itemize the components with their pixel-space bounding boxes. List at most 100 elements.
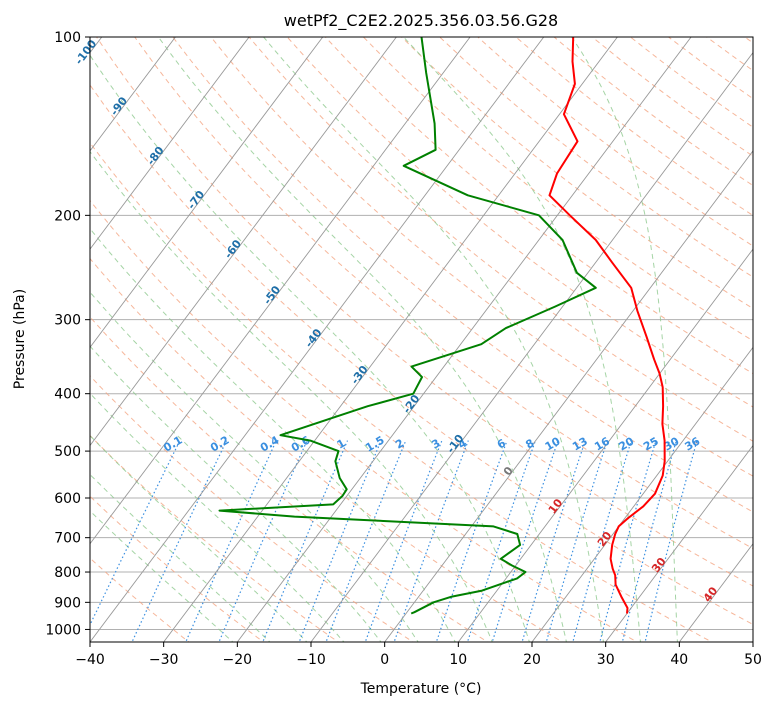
moist-adiabat-line	[157, 37, 568, 642]
mixing-ratio-line	[491, 440, 559, 642]
chart-title: wetPf2_C2E2.2025.356.03.56.G28	[284, 11, 558, 31]
dry-adiabat-line	[90, 316, 489, 642]
dewpoint-profile	[218, 37, 597, 615]
isotherms	[90, 37, 753, 642]
gridlines	[90, 37, 753, 630]
x-tick-label: 0	[380, 652, 389, 668]
dry-adiabat-line	[744, 37, 753, 44]
isotherm-label: -80	[144, 144, 167, 168]
isotherm-line	[310, 51, 753, 642]
temperature-profile	[548, 37, 666, 614]
dry-adiabat-line	[363, 37, 753, 342]
isotherm-line	[236, 37, 692, 642]
sounding-profiles	[218, 37, 666, 615]
plot-frame	[89, 36, 754, 643]
isotherm-line	[90, 37, 176, 152]
isotherm-line	[384, 150, 753, 642]
dry-adiabat-line	[439, 37, 753, 278]
dry-adiabat-line	[553, 37, 753, 187]
x-axis: −40 −30 −20 −10 0 10 20 30 40 50	[75, 642, 762, 668]
dry-adiabat-line	[90, 257, 564, 642]
dry-adiabat-line	[90, 557, 190, 642]
moist-adiabat-line	[90, 150, 493, 642]
mixing-ratio-label: 2	[393, 437, 406, 452]
dry-adiabat-line	[324, 37, 753, 375]
isotherm-label: 0	[501, 464, 516, 478]
isotherm-line	[752, 641, 753, 642]
dry-adiabat-line	[286, 37, 753, 408]
y-tick-label: 200	[54, 208, 81, 224]
isotherm-line	[531, 346, 753, 642]
isotherm-line	[90, 37, 471, 545]
mixing-ratio-line	[325, 440, 407, 642]
isotherm-line	[457, 248, 753, 642]
dry-adiabat-line	[172, 37, 753, 513]
mixing-ratio-lines	[90, 440, 698, 642]
mixing-ratio-line	[572, 440, 632, 642]
isotherm-label: 10	[546, 496, 566, 516]
x-tick-label: 10	[449, 652, 467, 668]
dry-adiabat-line	[248, 37, 753, 442]
isotherm-label: -40	[302, 326, 325, 350]
dry-adiabat-line	[477, 37, 753, 247]
mixing-ratio-line	[621, 440, 677, 642]
y-tick-label: 100	[54, 30, 81, 46]
moist-adiabat-line	[571, 37, 678, 642]
moist-adiabat-line	[90, 227, 456, 642]
mixing-ratio-line	[298, 440, 382, 642]
mixing-ratio-line	[599, 440, 657, 642]
isotherm-line	[90, 37, 324, 349]
dry-adiabat-line	[90, 142, 713, 642]
y-axis: 1000 900 800 700 600 500 400 300 200 100	[45, 30, 90, 638]
dry-adiabats	[90, 37, 753, 642]
isotherm-label: -90	[108, 94, 131, 118]
y-tick-label: 600	[54, 491, 81, 507]
moist-adiabat-line	[90, 392, 345, 642]
isotherm-line	[90, 37, 397, 447]
y-tick-label: 800	[54, 565, 81, 581]
x-tick-label: 50	[744, 652, 762, 668]
moist-adiabat-line	[90, 510, 234, 642]
x-tick-label: 20	[523, 652, 541, 668]
isotherm-line	[678, 543, 753, 642]
moist-adiabat-line	[90, 434, 308, 642]
y-tick-label: 400	[54, 387, 81, 403]
isotherm-line	[605, 444, 753, 642]
isotherm-line	[90, 37, 250, 250]
x-axis-label: Temperature (°C)	[360, 681, 482, 697]
moist-adiabat-line	[90, 54, 530, 642]
dry-adiabat-line	[90, 199, 639, 642]
mixing-ratio-label: 8	[523, 437, 536, 452]
mixing-ratio-label: 3	[429, 437, 442, 452]
moist-adiabat-line	[90, 473, 271, 642]
moist-adiabat-line	[403, 37, 641, 642]
mixing-ratio-line	[262, 440, 349, 642]
x-tick-label: −20	[223, 652, 253, 668]
x-tick-label: 30	[597, 652, 615, 668]
y-tick-label: 500	[54, 444, 81, 460]
x-tick-label: 40	[670, 652, 688, 668]
y-tick-label: 1000	[45, 622, 81, 638]
x-tick-label: −40	[75, 652, 105, 668]
moist-adiabat-line	[90, 345, 382, 642]
isotherm-label: -10	[444, 432, 467, 456]
mixing-ratio-line	[644, 440, 698, 642]
y-tick-label: 700	[54, 531, 81, 547]
mixing-ratio-line	[218, 440, 308, 642]
dry-adiabat-line	[134, 37, 753, 550]
isotherm-label: -50	[261, 283, 284, 307]
moist-adiabat-line	[90, 291, 419, 642]
isotherm-line	[163, 37, 618, 642]
dry-adiabat-line	[90, 375, 414, 642]
mixing-ratio-line	[393, 440, 469, 642]
mixing-ratio-line	[466, 440, 536, 642]
dry-adiabat-line	[96, 37, 753, 587]
x-tick-label: −30	[149, 652, 179, 668]
dry-adiabat-line	[210, 37, 753, 477]
y-axis-label: Pressure (hPa)	[12, 289, 28, 389]
moist-adiabats	[90, 37, 678, 642]
isotherm-label: -30	[348, 363, 371, 387]
mixing-ratio-line	[131, 440, 228, 642]
x-tick-label: −10	[296, 652, 326, 668]
